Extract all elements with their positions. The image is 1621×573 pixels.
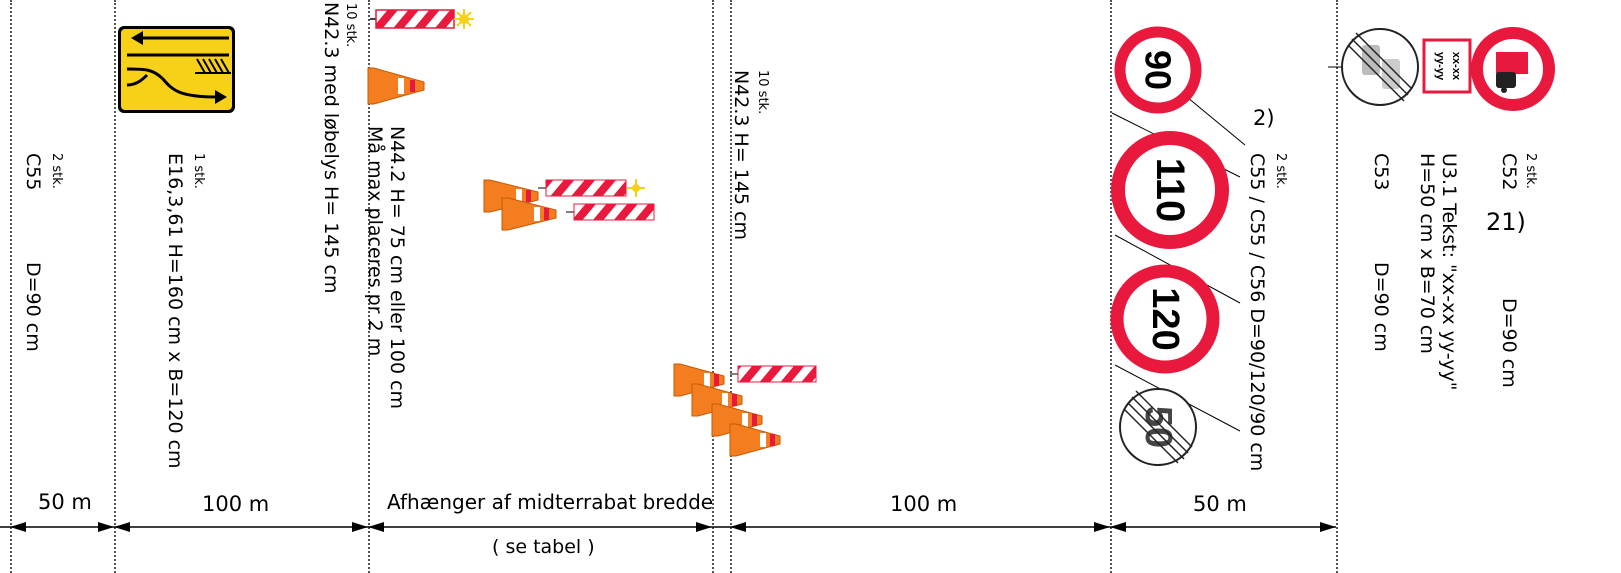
c52-code: C52 (1498, 153, 1520, 191)
cones-with-barriers-icon (483, 179, 655, 231)
cone-taper-icon (673, 363, 817, 457)
speed-90-sign-icon: 90 (1114, 26, 1202, 114)
col4-spec: N42.3 H= 145 cm (730, 70, 752, 241)
col4-qty: 10 stk. (755, 70, 770, 115)
col1-code: C55 (22, 153, 44, 191)
speed-110-sign-icon: 110 (1111, 131, 1229, 249)
section-divider (368, 0, 370, 573)
col3-qty: 10 stk. (343, 3, 358, 48)
svg-text:90: 90 (1138, 50, 1179, 90)
u31-text-plate-icon: xx-xx yy-yy (1422, 38, 1472, 94)
distance-label: 100 m (202, 492, 270, 516)
svg-text:120: 120 (1144, 287, 1186, 350)
col1-size: D=90 cm (22, 262, 44, 352)
end-speed-50-sign-icon: 50 (1119, 388, 1197, 466)
section-divider (730, 0, 732, 573)
col5-qty: 2 stk. (1273, 153, 1288, 189)
speed-120-sign-icon: 120 (1110, 264, 1220, 374)
col2-qty: 1 stk. (191, 153, 206, 189)
c52-size: D=90 cm (1498, 298, 1520, 388)
svg-text:xx-xx: xx-xx (1450, 52, 1462, 81)
no-lorries-sign-icon (1471, 27, 1555, 111)
distance-label: 50 m (1193, 492, 1247, 516)
distance-label: 50 m (38, 490, 92, 514)
c53-code: C53 (1370, 153, 1392, 191)
col5-spec: C55 / C55 / C56 D=90/120/90 cm (1246, 153, 1268, 472)
lane-change-sign-icon (118, 26, 235, 113)
section-divider (10, 0, 12, 573)
distance-label: 100 m (890, 492, 958, 516)
distance-sublabel: ( se tabel ) (492, 536, 595, 558)
section-divider (712, 0, 714, 573)
u31-line1: U3.1 Tekst: "xx-xx yy-yy" (1438, 153, 1460, 391)
col3-spec: N42.3 med løbelys H= 145 cm (320, 2, 342, 294)
col3-spec3: Må max placeres pr 2 m (364, 126, 386, 357)
u31-line2: H=50 cm x B=70 cm (1416, 153, 1438, 354)
c53-size: D=90 cm (1370, 262, 1392, 352)
barrier-with-light-icon (370, 9, 474, 29)
col1-qty: 2 stk. (49, 153, 64, 189)
speed-limit-signs: 90 110 120 50 (1110, 26, 1246, 466)
c52-qty: 2 stk. (1523, 153, 1538, 189)
distance-label: Afhænger af midterrabat bredde (387, 490, 714, 514)
col6-note: 21) (1486, 208, 1526, 236)
svg-text:110: 110 (1148, 158, 1192, 223)
c53-u31-c52-signs: xx-xx yy-yy (1328, 28, 1472, 106)
svg-text:yy-yy: yy-yy (1434, 52, 1446, 81)
section-divider (114, 0, 116, 573)
section-divider (1336, 0, 1338, 573)
col3-spec2: N44.2 H= 75 cm eller 100 cm (386, 126, 408, 410)
dimension-line (0, 522, 1336, 532)
col5-note: 2) (1253, 106, 1275, 130)
col2-spec: E16,3,61 H=160 cm x B=120 cm (164, 153, 186, 469)
end-no-overtaking-sign-icon (1341, 28, 1419, 106)
traffic-cone-icon (367, 67, 425, 105)
section-divider (1110, 0, 1112, 573)
